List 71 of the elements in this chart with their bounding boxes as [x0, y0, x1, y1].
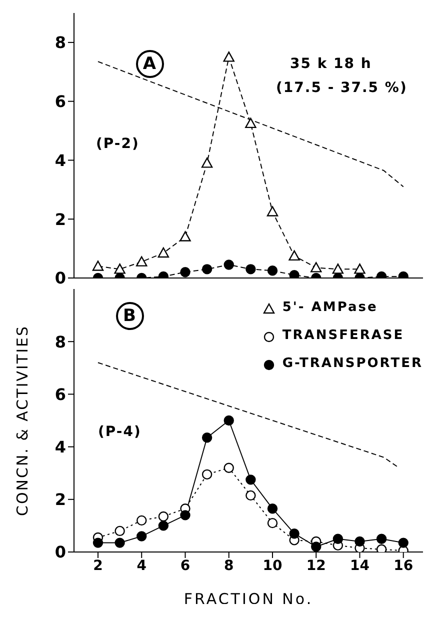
annotation: (P-2): [96, 136, 140, 152]
point: [224, 462, 234, 473]
point: [180, 267, 190, 278]
x-tick-label: 8: [224, 558, 234, 574]
point: [310, 262, 322, 272]
x-tick-label: 2: [93, 558, 103, 574]
legend-label: TRANSFERASE: [282, 327, 404, 345]
point: [136, 531, 147, 542]
point: [246, 474, 256, 485]
point: [376, 534, 387, 544]
annotation: 35 k 18 h: [290, 56, 372, 72]
point: [201, 158, 213, 168]
annotation: A: [136, 50, 164, 78]
point: [354, 264, 366, 274]
point: [92, 538, 104, 548]
x-axis-title: FRACTION No.: [184, 590, 314, 608]
point: [180, 510, 190, 520]
point: [114, 538, 125, 548]
y-tick-label: 4: [54, 150, 66, 170]
x-tick-label: 4: [136, 558, 147, 574]
point: [354, 536, 365, 547]
point: [223, 52, 234, 62]
y-tick-label: 0: [54, 268, 66, 288]
point: [202, 264, 212, 274]
y-tick-label: 4: [54, 437, 66, 456]
point: [136, 256, 148, 266]
point: [332, 534, 344, 544]
point: [376, 544, 387, 552]
point: [246, 264, 256, 274]
point: [332, 264, 344, 274]
y-tick-label: 6: [54, 384, 66, 404]
point: [158, 511, 169, 522]
y-tick-label: 8: [54, 332, 66, 352]
point: [267, 266, 278, 276]
annotation: (17.5 - 37.5 %): [276, 80, 408, 96]
point: [92, 260, 104, 271]
point: [202, 432, 212, 443]
x-tick-label: 10: [262, 558, 282, 574]
point: [224, 415, 234, 426]
y-tick-label: 2: [54, 210, 66, 229]
point: [289, 528, 300, 539]
point: [158, 520, 169, 531]
point: [245, 118, 256, 128]
point: [114, 526, 125, 536]
x-tick-label: 14: [350, 558, 370, 574]
point: [311, 542, 322, 552]
y-tick-label: 0: [54, 542, 66, 562]
point: [289, 270, 300, 278]
x-tick-label: 6: [180, 558, 190, 574]
point: [267, 504, 278, 514]
y-tick-label: 6: [54, 92, 66, 112]
y-tick-label: 8: [54, 33, 66, 52]
y-tick-label: 2: [54, 490, 66, 510]
point: [180, 231, 191, 242]
point: [246, 490, 256, 501]
point: [288, 250, 300, 261]
point: [224, 260, 234, 270]
point: [158, 247, 170, 258]
legend-label: G-TRANSPORTER: [282, 355, 423, 373]
legend-label: 5'- AMPase: [282, 299, 378, 317]
point: [202, 469, 212, 480]
point: [267, 518, 278, 528]
annotation: B: [116, 302, 144, 330]
annotation: (P-4): [98, 424, 142, 440]
y-axis-title: CONCN. & ACTIVITIES: [13, 324, 32, 516]
point: [114, 264, 126, 274]
x-tick-label: 12: [306, 558, 326, 574]
point: [266, 206, 278, 216]
point: [398, 538, 408, 548]
point: [136, 515, 147, 526]
x-tick-label: 16: [394, 558, 414, 574]
